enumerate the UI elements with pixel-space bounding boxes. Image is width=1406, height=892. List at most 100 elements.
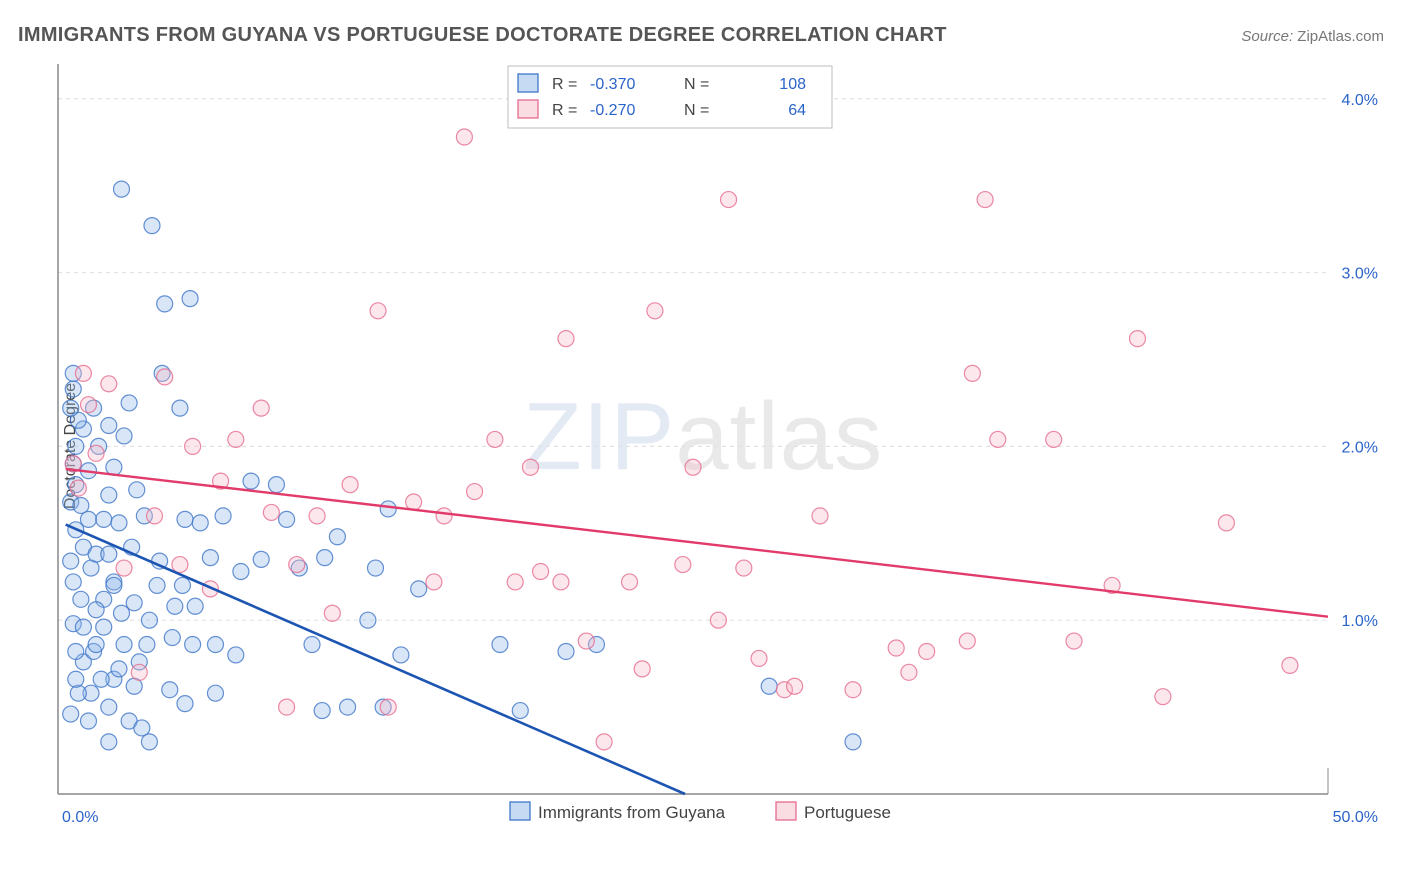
scatter-point — [185, 637, 201, 653]
legend-swatch — [776, 802, 796, 820]
scatter-point — [116, 560, 132, 576]
source-attribution: Source: ZipAtlas.com — [1241, 28, 1384, 45]
scatter-point — [279, 699, 295, 715]
scatter-point — [177, 696, 193, 712]
scatter-point — [342, 477, 358, 493]
scatter-point — [164, 630, 180, 646]
scatter-point — [207, 685, 223, 701]
y-tick-label: 2.0% — [1342, 439, 1378, 456]
scatter-point — [370, 303, 386, 319]
scatter-point — [380, 501, 396, 517]
scatter-point — [116, 428, 132, 444]
legend-swatch — [518, 74, 538, 92]
scatter-point — [65, 574, 81, 590]
scatter-point — [121, 395, 137, 411]
scatter-point — [487, 431, 503, 447]
scatter-point — [812, 508, 828, 524]
scatter-point — [88, 445, 104, 461]
scatter-point — [263, 504, 279, 520]
legend-swatch — [510, 802, 530, 820]
scatter-point — [845, 682, 861, 698]
scatter-point — [101, 734, 117, 750]
scatter-point — [134, 720, 150, 736]
legend-r-label: R = — [552, 76, 577, 93]
scatter-point — [63, 706, 79, 722]
plot-area: 1.0%2.0%3.0%4.0%0.0%50.0%R =-0.370N =108… — [54, 60, 1382, 830]
scatter-point — [736, 560, 752, 576]
scatter-point — [634, 661, 650, 677]
legend-r-value: -0.370 — [590, 76, 635, 93]
scatter-point — [901, 664, 917, 680]
scatter-point — [187, 598, 203, 614]
scatter-point — [101, 699, 117, 715]
scatter-point — [512, 703, 528, 719]
scatter-point — [393, 647, 409, 663]
scatter-point — [304, 637, 320, 653]
source-name: ZipAtlas.com — [1297, 28, 1384, 45]
scatter-point — [75, 619, 91, 635]
scatter-point — [522, 459, 538, 475]
scatter-point — [558, 331, 574, 347]
scatter-point — [174, 577, 190, 593]
scatter-point — [207, 637, 223, 653]
legend-series-label: Immigrants from Guyana — [538, 803, 726, 822]
scatter-point — [63, 553, 79, 569]
scatter-point — [101, 487, 117, 503]
scatter-point — [101, 418, 117, 434]
scatter-point — [80, 713, 96, 729]
scatter-point — [977, 192, 993, 208]
scatter-point — [68, 438, 84, 454]
scatter-point — [329, 529, 345, 545]
scatter-point — [1282, 657, 1298, 673]
legend-n-value: 64 — [788, 102, 806, 119]
scatter-point — [106, 577, 122, 593]
scatter-point — [233, 564, 249, 580]
scatter-point — [75, 365, 91, 381]
scatter-point — [96, 619, 112, 635]
scatter-point — [114, 181, 130, 197]
scatter-point — [228, 431, 244, 447]
scatter-point — [959, 633, 975, 649]
scatter-point — [787, 678, 803, 694]
scatter-point — [436, 508, 452, 524]
scatter-point — [202, 550, 218, 566]
scatter-point — [340, 699, 356, 715]
scatter-point — [919, 643, 935, 659]
scatter-point — [411, 581, 427, 597]
scatter-point — [88, 602, 104, 618]
scatter-point — [147, 508, 163, 524]
scatter-point — [215, 508, 231, 524]
scatter-point — [596, 734, 612, 750]
scatter-point — [507, 574, 523, 590]
scatter-point — [73, 497, 89, 513]
scatter-point — [279, 511, 295, 527]
x-tick-label: 50.0% — [1333, 809, 1378, 826]
scatter-point — [65, 381, 81, 397]
scatter-point — [88, 637, 104, 653]
scatter-point — [467, 484, 483, 500]
scatter-point — [172, 400, 188, 416]
y-tick-label: 4.0% — [1342, 92, 1378, 109]
scatter-point — [309, 508, 325, 524]
scatter-point — [558, 643, 574, 659]
scatter-point — [162, 682, 178, 698]
scatter-point — [253, 551, 269, 567]
legend-r-value: -0.270 — [590, 102, 635, 119]
scatter-point — [888, 640, 904, 656]
scatter-point — [192, 515, 208, 531]
scatter-point — [492, 637, 508, 653]
source-prefix: Source: — [1241, 28, 1297, 45]
legend-n-label: N = — [684, 76, 709, 93]
scatter-point — [1130, 331, 1146, 347]
scatter-point — [68, 643, 84, 659]
scatter-point — [68, 671, 84, 687]
scatter-point — [553, 574, 569, 590]
scatter-point — [721, 192, 737, 208]
scatter-point — [990, 431, 1006, 447]
scatter-chart: 1.0%2.0%3.0%4.0%0.0%50.0%R =-0.370N =108… — [54, 60, 1382, 830]
scatter-point — [73, 591, 89, 607]
scatter-point — [685, 459, 701, 475]
chart-container: IMMIGRANTS FROM GUYANA VS PORTUGUESE DOC… — [0, 0, 1406, 892]
scatter-point — [533, 564, 549, 580]
scatter-point — [96, 511, 112, 527]
